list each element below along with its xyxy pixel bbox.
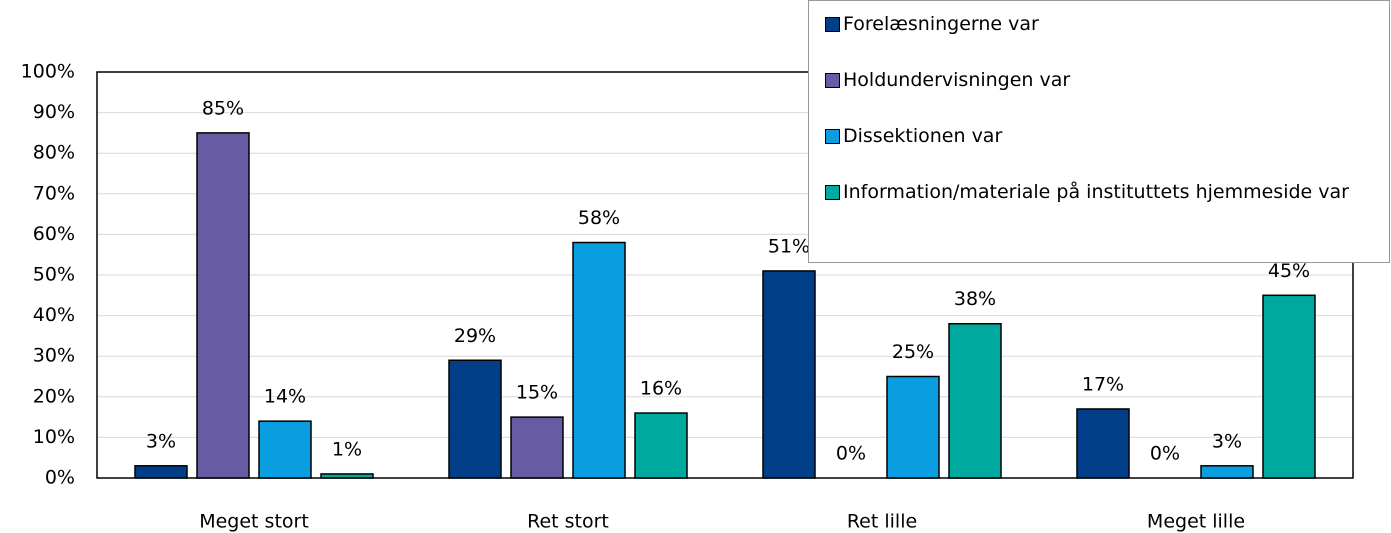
x-tick-label: Ret lille bbox=[847, 511, 917, 533]
legend-label: Information/materiale på instituttets hj… bbox=[843, 181, 1349, 203]
y-tick-label: 100% bbox=[21, 61, 75, 83]
value-label: 0% bbox=[1150, 443, 1180, 465]
value-label: 51% bbox=[768, 235, 810, 257]
legend-label: Holdundervisningen var bbox=[843, 69, 1071, 91]
bar bbox=[1262, 294, 1316, 479]
y-tick-label: 50% bbox=[33, 264, 75, 286]
legend-entry: Dissektionen var bbox=[825, 121, 1369, 177]
legend-swatch bbox=[825, 185, 840, 200]
legend: Forelæsningerne var Holdundervisningen va… bbox=[808, 0, 1390, 263]
y-tick-label: 60% bbox=[33, 223, 75, 245]
y-tick-label: 80% bbox=[33, 142, 75, 164]
bar bbox=[134, 465, 188, 479]
value-label: 38% bbox=[954, 288, 996, 310]
bar bbox=[1076, 408, 1130, 479]
value-label: 1% bbox=[332, 438, 362, 460]
value-label: 0% bbox=[836, 443, 866, 465]
value-label: 29% bbox=[454, 325, 496, 347]
y-tick-label: 70% bbox=[33, 182, 75, 204]
value-label: 3% bbox=[1212, 430, 1242, 452]
bar bbox=[572, 241, 626, 479]
bar bbox=[948, 322, 1002, 479]
y-tick-label: 20% bbox=[33, 385, 75, 407]
value-label: 16% bbox=[640, 378, 682, 400]
value-label: 3% bbox=[146, 430, 176, 452]
value-label: 45% bbox=[1268, 260, 1310, 282]
legend-label: Forelæsningerne var bbox=[843, 13, 1039, 35]
bar bbox=[1200, 465, 1254, 479]
plot-border bbox=[96, 71, 1354, 479]
bar bbox=[196, 132, 250, 479]
bar bbox=[634, 412, 688, 479]
bar bbox=[320, 473, 374, 479]
value-label: 14% bbox=[264, 386, 306, 408]
y-tick-label: 0% bbox=[45, 467, 75, 489]
y-tick-label: 90% bbox=[33, 101, 75, 123]
x-tick-label: Ret stort bbox=[527, 511, 609, 533]
legend-entry: Forelæsningerne var bbox=[825, 9, 1369, 65]
legend-swatch bbox=[825, 73, 840, 88]
bar bbox=[886, 375, 940, 479]
x-tick-label: Meget lille bbox=[1147, 511, 1245, 533]
x-tick-label: Meget stort bbox=[199, 511, 309, 533]
y-tick-label: 40% bbox=[33, 304, 75, 326]
legend-swatch bbox=[825, 17, 840, 32]
value-label: 25% bbox=[892, 341, 934, 363]
legend-entry: Information/materiale på instituttets hj… bbox=[825, 177, 1369, 233]
value-label: 15% bbox=[516, 382, 558, 404]
bar bbox=[258, 420, 312, 479]
value-label: 17% bbox=[1082, 373, 1124, 395]
bar bbox=[448, 359, 502, 479]
y-tick-label: 10% bbox=[33, 426, 75, 448]
value-label: 58% bbox=[578, 207, 620, 229]
legend-entry: Holdundervisningen var bbox=[825, 65, 1369, 121]
y-tick-label: 30% bbox=[33, 345, 75, 367]
bar bbox=[510, 416, 564, 479]
value-label: 85% bbox=[202, 97, 244, 119]
legend-swatch bbox=[825, 129, 840, 144]
bar bbox=[762, 270, 816, 479]
legend-label: Dissektionen var bbox=[843, 125, 1003, 147]
